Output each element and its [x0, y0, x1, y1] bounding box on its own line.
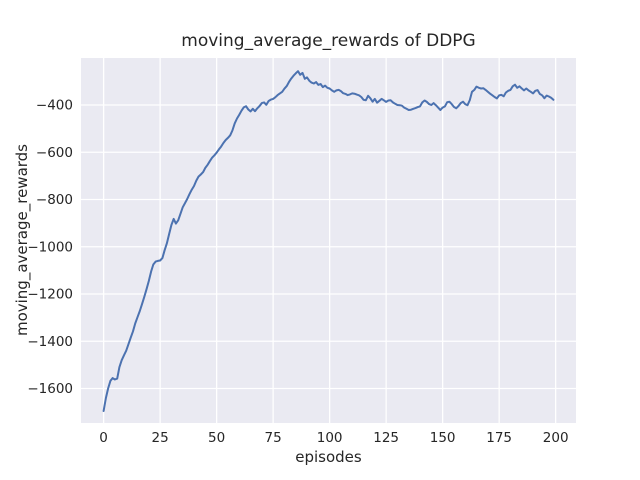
x-tick-label: 25 — [152, 430, 169, 446]
x-axis-label: episodes — [295, 448, 362, 466]
y-tick-label: −400 — [36, 98, 73, 114]
y-tick-label: −1400 — [27, 334, 73, 350]
x-tick-label: 175 — [486, 430, 512, 446]
y-tick-label: −1000 — [27, 239, 73, 255]
y-axis-label: moving_average_rewards — [13, 143, 31, 337]
y-tick-label: −1600 — [27, 381, 73, 397]
chart-title: moving_average_rewards of DDPG — [181, 31, 476, 51]
x-tick-label: 125 — [373, 430, 399, 446]
y-tick-label: −600 — [36, 145, 73, 161]
x-tick-label: 200 — [543, 430, 569, 446]
x-tick-label: 50 — [208, 430, 225, 446]
y-tick-label: −1200 — [27, 287, 73, 303]
series-line-moving_average_rewards — [102, 70, 555, 412]
x-tick-label: 0 — [99, 430, 108, 446]
y-tick-label: −800 — [36, 192, 73, 208]
x-tick-label: 100 — [317, 430, 343, 446]
x-tick-label: 150 — [430, 430, 456, 446]
x-tick-label: 75 — [265, 430, 282, 446]
plot-area — [81, 58, 576, 423]
